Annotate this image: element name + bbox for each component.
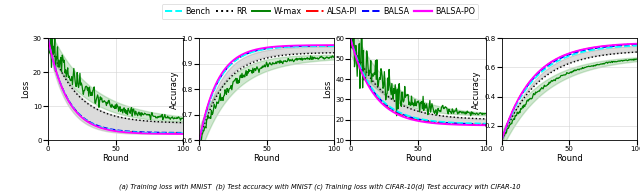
X-axis label: Round: Round [404, 154, 431, 163]
X-axis label: Round: Round [102, 154, 129, 163]
Y-axis label: Accuracy: Accuracy [170, 70, 179, 108]
X-axis label: Round: Round [556, 154, 582, 163]
Y-axis label: Loss: Loss [323, 80, 332, 98]
Legend: Bench, RR, W-max, ALSA-PI, BALSA, BALSA-PO: Bench, RR, W-max, ALSA-PI, BALSA, BALSA-… [161, 4, 479, 19]
Y-axis label: Accuracy: Accuracy [472, 70, 481, 108]
Text: (a) Training loss with MNIST  (b) Test accuracy with MNIST (c) Training loss wit: (a) Training loss with MNIST (b) Test ac… [119, 184, 521, 190]
Y-axis label: Loss: Loss [21, 80, 30, 98]
X-axis label: Round: Round [253, 154, 280, 163]
